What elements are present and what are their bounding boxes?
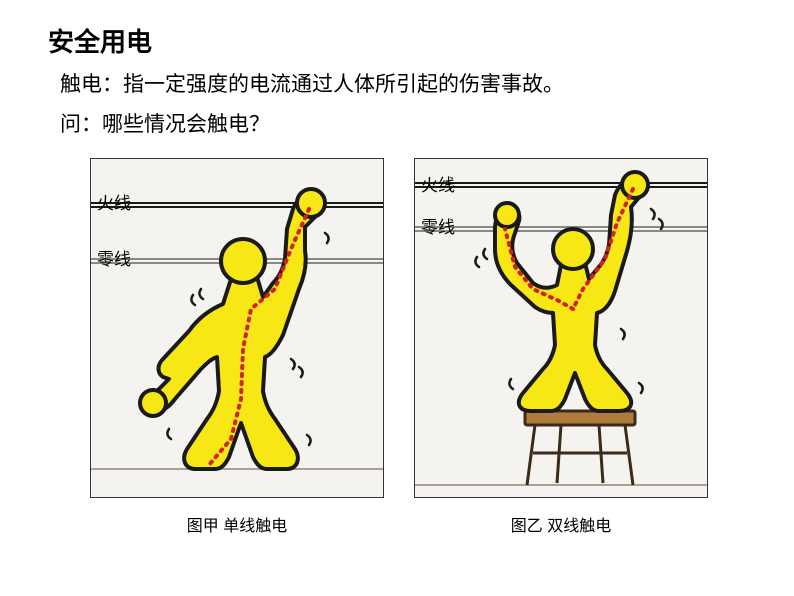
label-live-fig2: 火线: [421, 171, 455, 196]
definition-text: 触电：指一定强度的电流通过人体所引起的伤害事故。: [60, 68, 564, 98]
figure-2-frame: 火线 零线: [414, 158, 708, 498]
label-live-fig1: 火线: [97, 189, 131, 214]
wire-live-fig1: [91, 203, 384, 207]
stool-fig2: [525, 411, 635, 485]
label-neutral-fig2: 零线: [421, 213, 455, 238]
figure-2-container: 火线 零线 图乙 双线触电: [414, 158, 708, 536]
caption-fig2: 图乙 双线触电: [414, 512, 708, 536]
question-text: 问：哪些情况会触电？: [60, 108, 270, 138]
label-neutral-fig1: 零线: [97, 245, 131, 270]
figure-1-container: 火线 零线 图甲 单线触电: [90, 158, 384, 536]
wire-live-fig2: [415, 183, 708, 187]
caption-fig1: 图甲 单线触电: [90, 512, 384, 536]
figure-2-svg: [415, 159, 708, 498]
figure-1-svg: [91, 159, 384, 498]
page-title: 安全用电: [48, 22, 152, 59]
figure-1-frame: 火线 零线: [90, 158, 384, 498]
person-fig2: [495, 172, 648, 411]
